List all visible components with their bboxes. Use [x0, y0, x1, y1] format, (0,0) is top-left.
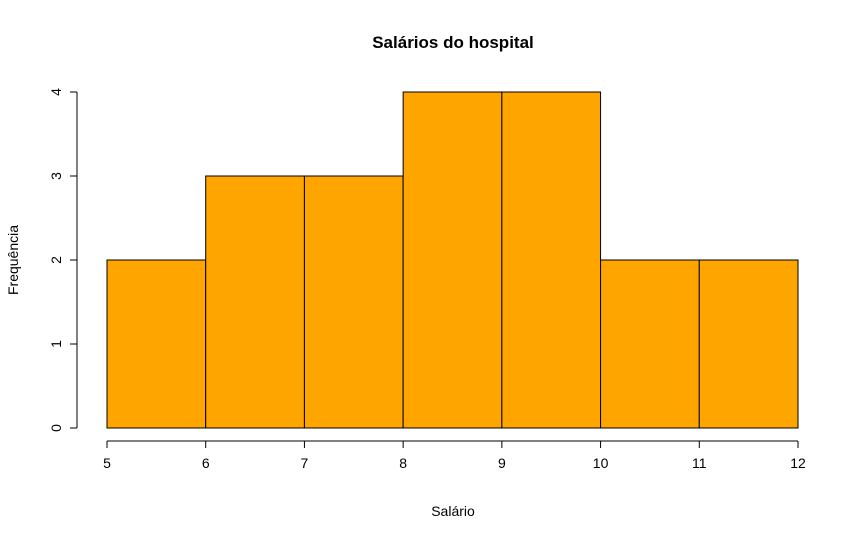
histogram-bar-6: [698, 259, 799, 429]
chart-title: Salários do hospital: [372, 33, 534, 52]
histogram-bar-2: [303, 175, 404, 429]
y-axis: 0 1 2 3 4: [48, 88, 78, 432]
x-axis-label: Salário: [431, 503, 475, 519]
x-tick-label-2: 7: [301, 455, 309, 471]
y-tick-label-3: 3: [48, 172, 64, 180]
x-tick-label-5: 10: [593, 455, 609, 471]
x-tick-label-7: 12: [790, 455, 806, 471]
y-tick-label-1: 1: [48, 340, 64, 348]
histogram-bar-0: [106, 259, 207, 429]
histogram-bar-3: [402, 91, 503, 429]
x-tick-label-6: 11: [692, 455, 707, 471]
y-axis-label: Frequência: [5, 225, 21, 295]
bars-group: [106, 91, 799, 429]
x-tick-label-0: 5: [103, 455, 111, 471]
x-tick-label-1: 6: [202, 455, 210, 471]
y-tick-label-0: 0: [48, 424, 64, 432]
y-tick-label-2: 2: [48, 256, 64, 264]
histogram-bar-1: [205, 175, 305, 429]
x-tick-label-3: 8: [399, 455, 407, 471]
y-tick-label-4: 4: [48, 88, 64, 96]
histogram-bar-4: [501, 91, 602, 429]
histogram-bar-5: [600, 259, 700, 429]
x-tick-label-4: 9: [498, 455, 506, 471]
x-axis: 5 6 7 8 9 10 11 12: [103, 440, 806, 471]
